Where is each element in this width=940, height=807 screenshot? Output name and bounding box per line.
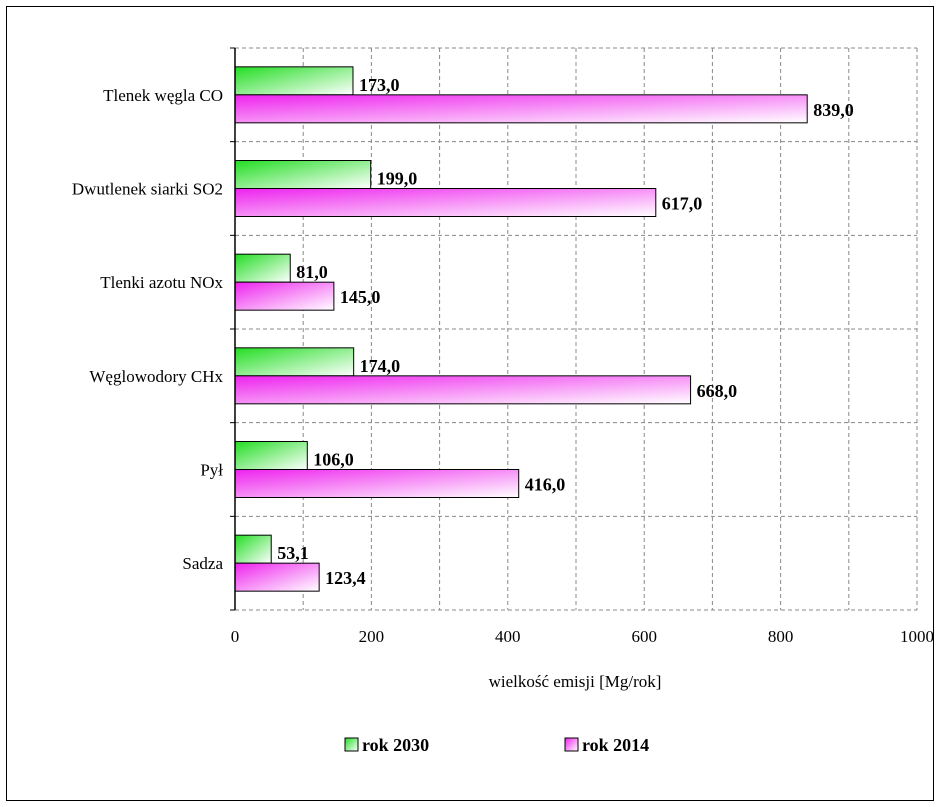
legend-label-2030: rok 2030 <box>362 735 429 755</box>
data-label: 81,0 <box>296 262 328 282</box>
data-label: 173,0 <box>359 75 400 95</box>
bar-2014-3 <box>234 375 692 405</box>
bar-2030-5 <box>234 534 272 564</box>
bar-2014-0 <box>234 94 808 124</box>
axes-group <box>230 47 236 611</box>
category-label: Dwutlenek siarki SO2 <box>72 180 223 199</box>
bar-2030-3 <box>234 347 355 377</box>
category-label: Węglowodory CHx <box>89 367 223 386</box>
data-label: 123,4 <box>325 568 366 588</box>
category-label: Tlenek węgla CO <box>103 86 223 105</box>
data-label: 53,1 <box>277 543 309 563</box>
bar-2014-5 <box>234 562 320 592</box>
data-label: 199,0 <box>377 169 418 189</box>
bar-2030-4 <box>234 441 308 470</box>
bars-group <box>234 66 808 592</box>
x-tick-label: 600 <box>631 627 657 646</box>
category-label: Pył <box>200 461 223 480</box>
bar-2014-4 <box>234 469 520 498</box>
bar-2030-0 <box>234 66 354 96</box>
category-label: Sadza <box>182 554 223 573</box>
legend-label-2014: rok 2014 <box>582 735 649 755</box>
bar-2014-1 <box>234 188 657 217</box>
x-tick-label: 200 <box>359 627 385 646</box>
x-tick-label: 400 <box>495 627 521 646</box>
bar-2030-2 <box>234 253 291 283</box>
x-tick-label: 0 <box>231 627 240 646</box>
data-label: 416,0 <box>525 475 566 495</box>
legend-swatch-2014 <box>564 737 579 752</box>
x-axis-label: wielkość emisji [Mg/rok] <box>489 672 662 691</box>
data-label: 668,0 <box>697 381 738 401</box>
labels-group: 173,0 839,0 Tlenek węgla CO 199,0 617,0 Dwutl… <box>72 75 934 691</box>
data-label: 145,0 <box>340 287 381 307</box>
grid-lines <box>235 47 918 611</box>
data-label: 839,0 <box>813 100 854 120</box>
x-tick-label: 800 <box>768 627 794 646</box>
bar-2030-1 <box>234 160 372 189</box>
data-label: 106,0 <box>313 450 354 470</box>
legend: rok 2030 rok 2014 <box>344 735 649 755</box>
data-label: 617,0 <box>662 194 703 214</box>
legend-swatch-2030 <box>344 737 359 752</box>
x-tick-label: 1000 <box>900 627 934 646</box>
data-label: 174,0 <box>360 356 401 376</box>
category-label: Tlenki azotu NOx <box>100 273 223 292</box>
bar-2014-2 <box>234 281 335 311</box>
